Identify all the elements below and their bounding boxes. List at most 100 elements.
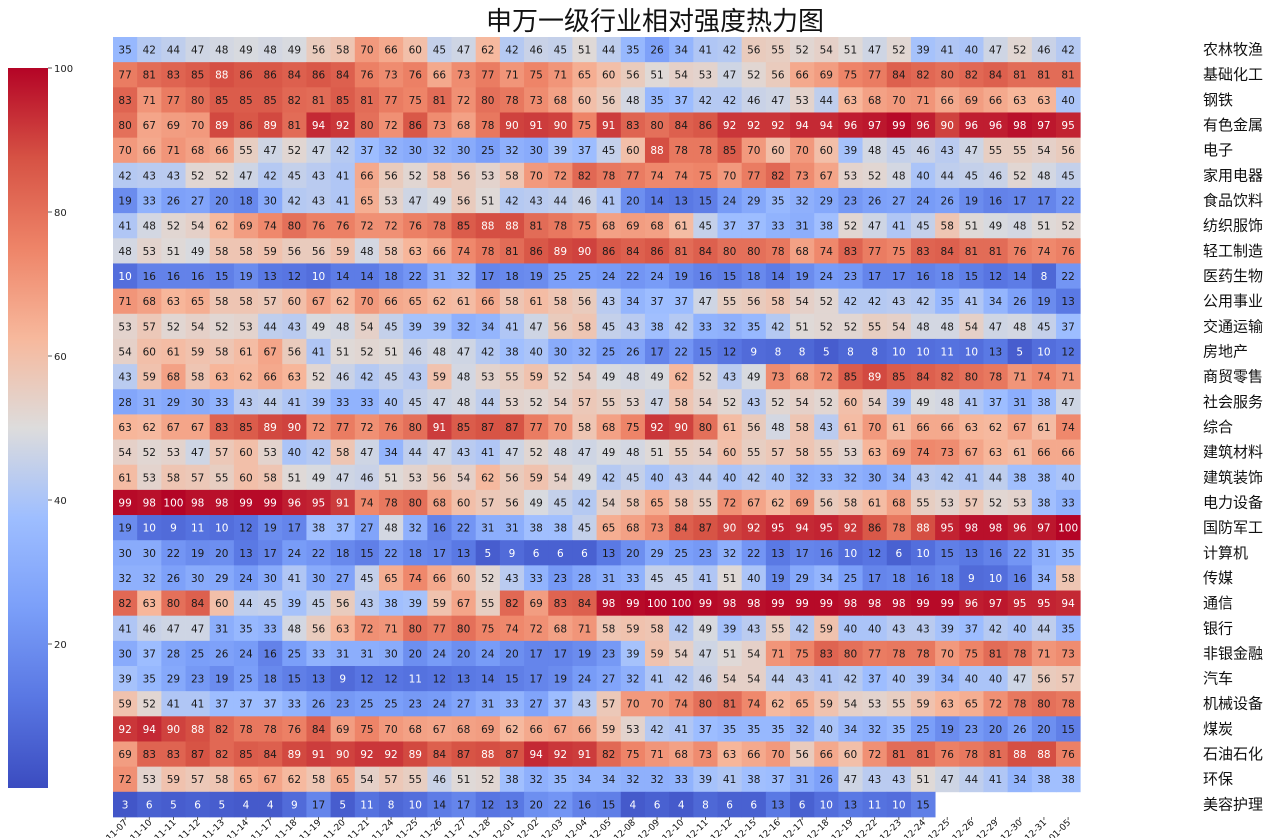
heatmap-cell — [282, 691, 307, 717]
cell-value-label: 92 — [118, 724, 131, 736]
cell-value-label: 44 — [989, 472, 1003, 484]
heatmap-cell — [209, 137, 235, 164]
cell-value-label: 16 — [191, 271, 205, 283]
cell-value-label: 35 — [941, 296, 954, 308]
cell-value-label: 17 — [457, 799, 470, 811]
cell-value-label: 17 — [529, 648, 542, 660]
cell-value-label: 52 — [747, 70, 760, 82]
cell-value-label: 72 — [360, 422, 373, 434]
cell-value-label: 18 — [263, 674, 276, 686]
cell-value-label: 43 — [820, 422, 833, 434]
cell-value-label: 53 — [409, 472, 422, 484]
cell-value-label: 78 — [263, 724, 276, 736]
heatmap-cell — [838, 187, 863, 214]
heatmap-cell — [765, 464, 791, 491]
cell-value-label: 60 — [239, 447, 252, 459]
cell-value-label: 72 — [820, 372, 833, 384]
cell-value-label: 73 — [384, 70, 397, 82]
heatmap-cell — [935, 187, 960, 214]
heatmap-cell — [282, 364, 307, 390]
heatmap-cell — [1056, 590, 1081, 617]
heatmap-cell — [185, 263, 211, 289]
cell-value-label: 17 — [481, 271, 494, 283]
heatmap-cell — [137, 338, 162, 365]
heatmap-cell — [644, 263, 670, 289]
heatmap-cell — [644, 439, 670, 466]
heatmap-cell — [741, 87, 767, 113]
cell-value-label: 75 — [409, 95, 422, 107]
cell-value-label: 70 — [360, 45, 373, 57]
heatmap-cell — [886, 464, 912, 491]
heatmap-cell — [258, 540, 283, 566]
cell-value-label: 70 — [118, 145, 131, 157]
cell-value-label: 41 — [699, 45, 712, 57]
cell-value-label: 39 — [554, 145, 567, 157]
heatmap-cell — [475, 187, 501, 214]
heatmap-cell — [862, 263, 888, 289]
cell-value-label: 58 — [312, 774, 325, 786]
heatmap-cell — [983, 691, 1009, 717]
cell-value-label: 10 — [820, 799, 833, 811]
cell-value-label: 49 — [747, 372, 760, 384]
heatmap-cell — [717, 213, 743, 239]
heatmap-cell — [524, 489, 549, 516]
cell-value-label: 24 — [916, 196, 930, 208]
heatmap-cell — [378, 162, 404, 189]
heatmap-cell — [209, 87, 235, 113]
heatmap-cell — [427, 515, 452, 541]
heatmap-cell — [572, 666, 597, 692]
heatmap-cell — [741, 137, 767, 164]
cell-value-label: 27 — [892, 196, 905, 208]
cell-value-label: 52 — [288, 145, 301, 157]
cell-value-label: 96 — [844, 120, 858, 132]
heatmap-cell — [378, 615, 404, 642]
heatmap-cell — [113, 338, 138, 365]
heatmap-cell — [161, 37, 186, 63]
heatmap-cell — [185, 590, 211, 617]
cell-value-label: 47 — [868, 221, 881, 233]
cell-value-label: 56 — [554, 321, 568, 333]
cell-value-label: 17 — [433, 548, 446, 560]
heatmap-cell — [644, 691, 670, 717]
cell-value-label: 82 — [215, 724, 228, 736]
cell-value-label: 37 — [699, 724, 712, 736]
heatmap-cell — [814, 414, 839, 440]
cell-value-label: 67 — [263, 347, 276, 359]
heatmap-cell — [790, 263, 815, 289]
cell-value-label: 43 — [868, 774, 881, 786]
cell-value-label: 90 — [336, 749, 349, 761]
cell-value-label: 29 — [650, 548, 663, 560]
heatmap-cell — [862, 791, 888, 818]
heatmap-cell — [983, 515, 1009, 541]
cell-value-label: 98 — [723, 598, 736, 610]
cell-value-label: 56 — [505, 472, 519, 484]
cell-value-label: 100 — [647, 598, 667, 610]
heatmap-cell — [499, 565, 525, 591]
heatmap-cell — [330, 766, 356, 793]
heatmap-cell — [741, 62, 767, 88]
cell-value-label: 46 — [747, 95, 761, 107]
cell-value-label: 41 — [336, 196, 349, 208]
cell-value-label: 37 — [263, 699, 276, 711]
cell-value-label: 20 — [457, 648, 470, 660]
cell-value-label: 88 — [916, 523, 929, 535]
heatmap-cell — [644, 213, 670, 239]
cell-value-label: 40 — [1013, 623, 1026, 635]
cell-value-label: 29 — [795, 573, 808, 585]
heatmap-cell — [548, 313, 573, 340]
cell-value-label: 30 — [118, 548, 131, 560]
cell-value-label: 35 — [771, 724, 784, 736]
heatmap-cell — [548, 515, 573, 541]
heatmap-cell — [644, 238, 670, 264]
cell-value-label: 66 — [263, 372, 277, 384]
heatmap-cell — [959, 389, 984, 415]
cell-value-label: 65 — [384, 573, 397, 585]
cell-value-label: 75 — [626, 422, 639, 434]
cell-value-label: 41 — [167, 699, 180, 711]
heatmap-cell — [137, 37, 162, 63]
heatmap-cell — [306, 590, 332, 617]
heatmap-cell — [403, 565, 428, 591]
heatmap-cell — [499, 766, 525, 793]
cell-value-label: 40 — [820, 724, 833, 736]
x-tick-label: 12-01 — [492, 818, 518, 838]
